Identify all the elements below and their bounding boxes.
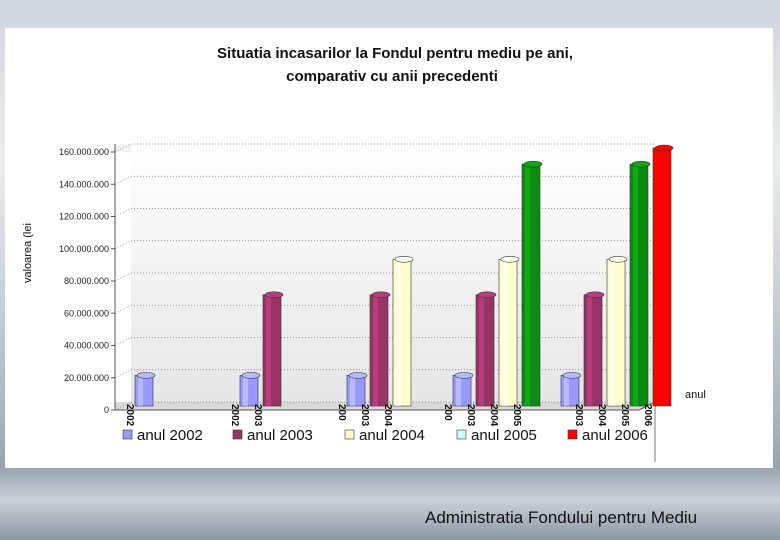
bar — [392, 255, 414, 407]
y-tick-label: 120.000.000 — [59, 212, 109, 222]
bar-data-label: 2005 — [619, 404, 630, 427]
bar-data-label: 200 — [442, 404, 453, 421]
chart-slide: Situatia incasarilor la Fondul pentru me… — [5, 28, 773, 468]
bar — [652, 144, 674, 407]
bar — [452, 372, 474, 407]
y-axis-label: valoarea (lei — [22, 223, 34, 283]
grid-line — [114, 272, 132, 282]
bar-data-label: 2003 — [465, 404, 476, 427]
y-tick-label: 0 — [104, 405, 109, 415]
legend-label: anul 2005 — [471, 427, 537, 444]
bar-data-label: 2002 — [124, 404, 135, 427]
bar-data-label: 200 — [336, 404, 347, 421]
bar — [239, 372, 261, 407]
bar — [560, 372, 582, 407]
y-tick-label: 80.000.000 — [64, 276, 109, 286]
bar-data-label: 2005 — [511, 404, 522, 427]
x-axis-label: anul — [685, 389, 706, 401]
grid-line — [114, 175, 132, 185]
background-band — [0, 468, 780, 540]
bar-data-label: 2004 — [382, 404, 393, 427]
y-tick-label: 100.000.000 — [59, 244, 109, 254]
bar — [606, 255, 628, 407]
legend-label: anul 2002 — [137, 427, 203, 444]
y-tick-label: 60.000.000 — [64, 308, 109, 318]
bar-data-label: 2002 — [229, 404, 240, 427]
grid-line — [114, 240, 132, 250]
bar-data-label: 2004 — [488, 404, 499, 427]
footer-organization: Administratia Fondului pentru Mediu — [425, 508, 698, 527]
bar — [262, 291, 284, 407]
grid-line — [114, 304, 132, 314]
chart-title-line-2: comparativ cu anii precedenti — [286, 68, 498, 85]
legend-label: anul 2006 — [582, 427, 648, 444]
grid-line — [114, 208, 132, 217]
y-tick-label: 160.000.000 — [59, 147, 109, 157]
chart-title-line-1: Situatia incasarilor la Fondul pentru me… — [217, 45, 573, 62]
legend: anul 2002 anul 2003 anul 2004 anul 2005 anul… — [122, 427, 648, 444]
legend-label: anul 2004 — [359, 427, 425, 444]
bar — [346, 372, 368, 407]
bars: 2002 2002 2003 200 2003 2004 200 2003 2004 2005 20… — [124, 144, 674, 427]
legend-item: anul 2002 — [122, 427, 203, 444]
legend-label: anul 2003 — [247, 427, 313, 444]
bar-data-label: 2004 — [596, 404, 607, 427]
bar — [629, 160, 651, 407]
bar-chart: Situatia incasarilor la Fondul pentru me… — [22, 45, 706, 462]
bar — [583, 291, 605, 407]
grid-line — [114, 337, 132, 346]
legend-item: anul 2003 — [232, 427, 313, 444]
legend-item: anul 2006 — [567, 427, 648, 444]
y-tick-label: 140.000.000 — [59, 179, 109, 189]
legend-item: anul 2005 — [456, 427, 537, 444]
bar — [369, 291, 391, 407]
bar-data-label: 2003 — [573, 404, 584, 427]
bar — [475, 291, 497, 407]
bar — [134, 372, 156, 407]
grid-line — [114, 369, 132, 379]
bar-data-label: 2003 — [252, 404, 263, 427]
y-tick-label: 40.000.000 — [64, 341, 109, 351]
bar — [521, 160, 543, 407]
y-tick-label: 20.000.000 — [64, 373, 109, 383]
y-tick-labels: 0 20.000.000 40.000.000 60.000.000 80.000.00… — [59, 147, 109, 415]
bar — [498, 255, 520, 407]
bar-data-label: 2003 — [359, 404, 370, 427]
bar-data-label: 2006 — [642, 404, 653, 427]
legend-item: anul 2004 — [344, 427, 425, 444]
